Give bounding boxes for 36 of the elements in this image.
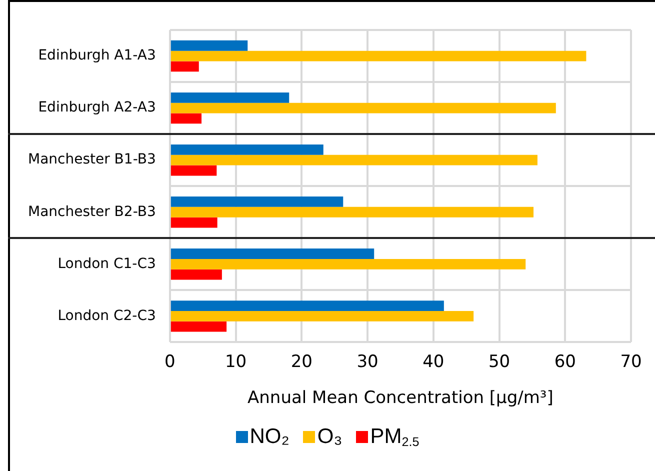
y-tick-label: Manchester B2-B3 <box>28 204 156 220</box>
x-tick-label: 10 <box>224 352 247 372</box>
bar <box>170 102 556 114</box>
bar <box>170 269 222 280</box>
x-tick-label: 70 <box>620 352 642 372</box>
bar <box>170 154 538 166</box>
x-tick-label: 60 <box>554 352 576 372</box>
y-tick-label: Manchester B1-B3 <box>28 152 156 168</box>
bar <box>170 196 344 207</box>
bar <box>170 321 227 332</box>
x-axis-title: Annual Mean Concentration [µg/m³] <box>248 388 554 408</box>
x-tick-label: 30 <box>356 352 378 372</box>
bar <box>170 40 248 51</box>
bar <box>170 165 217 176</box>
bar <box>170 50 586 62</box>
x-tick-label: 0 <box>164 352 176 372</box>
y-tick-label: Edinburgh A2-A3 <box>38 100 156 116</box>
bar <box>170 61 199 72</box>
bar <box>170 310 474 322</box>
x-tick-label: 50 <box>488 352 510 372</box>
y-tick-label: London C1-C3 <box>58 256 156 272</box>
bar <box>170 300 444 311</box>
legend-label: PM$_{2.5}$ <box>370 425 420 449</box>
x-tick-label: 40 <box>422 352 444 372</box>
x-tick-label: 20 <box>290 352 312 372</box>
legend-label: NO₂ <box>250 425 290 449</box>
legend-label: O₃ <box>317 425 342 449</box>
bar <box>170 206 534 218</box>
bar <box>170 113 202 124</box>
bar <box>170 248 374 259</box>
y-tick-label: London C2-C3 <box>58 308 156 324</box>
bar <box>170 258 526 270</box>
bar <box>170 92 290 103</box>
bar <box>170 217 218 228</box>
y-tick-label: Edinburgh A1-A3 <box>38 48 156 64</box>
bar <box>170 144 324 155</box>
